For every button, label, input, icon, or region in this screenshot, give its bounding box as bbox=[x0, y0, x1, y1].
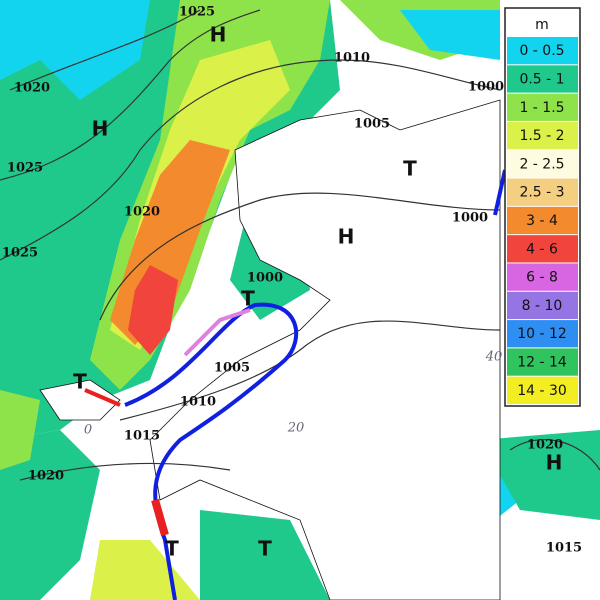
map-label: 1025 bbox=[7, 161, 43, 176]
legend-swatch bbox=[507, 376, 578, 404]
map-label: 1020 bbox=[28, 469, 64, 484]
map-label: T bbox=[403, 157, 417, 181]
map-label: 1015 bbox=[546, 541, 582, 556]
map-label: H bbox=[546, 451, 563, 475]
map-label: 1000 bbox=[247, 271, 283, 286]
map-label: 1025 bbox=[2, 246, 38, 261]
land bbox=[39, 99, 501, 600]
map-label: T bbox=[241, 287, 255, 311]
legend-label: 8 - 10 bbox=[522, 298, 563, 314]
fronts bbox=[84, 169, 507, 600]
legend-label: 1 - 1.5 bbox=[519, 100, 564, 116]
legend-label: 0 - 0.5 bbox=[519, 43, 564, 59]
legend-label: 6 - 8 bbox=[526, 270, 558, 286]
map-label: H bbox=[338, 225, 355, 249]
map-label: 1005 bbox=[354, 117, 390, 132]
legend-label: 14 - 30 bbox=[517, 383, 567, 399]
map-label: 1000 bbox=[468, 80, 504, 95]
legend-label: 12 - 14 bbox=[517, 355, 567, 371]
legend-label: 2 - 2.5 bbox=[519, 156, 564, 172]
legend-label: 10 - 12 bbox=[517, 326, 567, 342]
legend-swatch bbox=[507, 37, 578, 65]
legend-swatch bbox=[507, 121, 578, 150]
legend-swatch bbox=[507, 178, 578, 206]
legend-label: 1.5 - 2 bbox=[519, 128, 564, 144]
legend-swatch bbox=[507, 348, 578, 376]
map-label: T bbox=[73, 370, 87, 394]
map-label: T bbox=[165, 537, 179, 561]
legend-swatch bbox=[507, 263, 578, 291]
isobars bbox=[0, 9, 600, 481]
map-label: 1020 bbox=[124, 205, 160, 220]
map-label: 1010 bbox=[334, 51, 370, 66]
legend-label: 4 - 6 bbox=[526, 241, 558, 257]
map-label: T bbox=[258, 537, 272, 561]
legend-swatch bbox=[507, 206, 578, 235]
legend-swatch bbox=[507, 291, 578, 320]
legend-swatch bbox=[507, 150, 578, 178]
map-label: 1000 bbox=[452, 211, 488, 226]
legend-unit: m bbox=[535, 17, 549, 33]
map-label: 1015 bbox=[124, 429, 160, 444]
legend-label: 3 - 4 bbox=[526, 213, 558, 229]
legend-swatch bbox=[507, 235, 578, 263]
map-label: H bbox=[210, 23, 227, 47]
map-label: 1020 bbox=[527, 438, 563, 453]
map-label: 40 bbox=[485, 350, 503, 365]
map-label: 0 bbox=[84, 423, 92, 438]
map-label: 20 bbox=[287, 421, 305, 436]
legend-label: 2.5 - 3 bbox=[519, 185, 564, 201]
legend-swatch bbox=[507, 320, 578, 348]
legend-swatch bbox=[507, 93, 578, 121]
legend-label: 0.5 - 1 bbox=[519, 71, 564, 87]
map-label: 1010 bbox=[180, 395, 216, 410]
legend-items: 0 - 0.5 0.5 - 1 1 - 1.5 1.5 - 2 2 - 2.5 2.5 -… bbox=[507, 37, 578, 404]
map-label: H bbox=[92, 117, 109, 141]
map-label: 1020 bbox=[14, 81, 50, 96]
legend-swatch bbox=[507, 65, 578, 93]
map-label: 1025 bbox=[179, 5, 215, 20]
map-label: 1005 bbox=[214, 361, 250, 376]
legend: m 0 - 0.5 0.5 - 1 1 - 1.5 1.5 - 2 2 - 2.5 2.5… bbox=[504, 7, 581, 407]
